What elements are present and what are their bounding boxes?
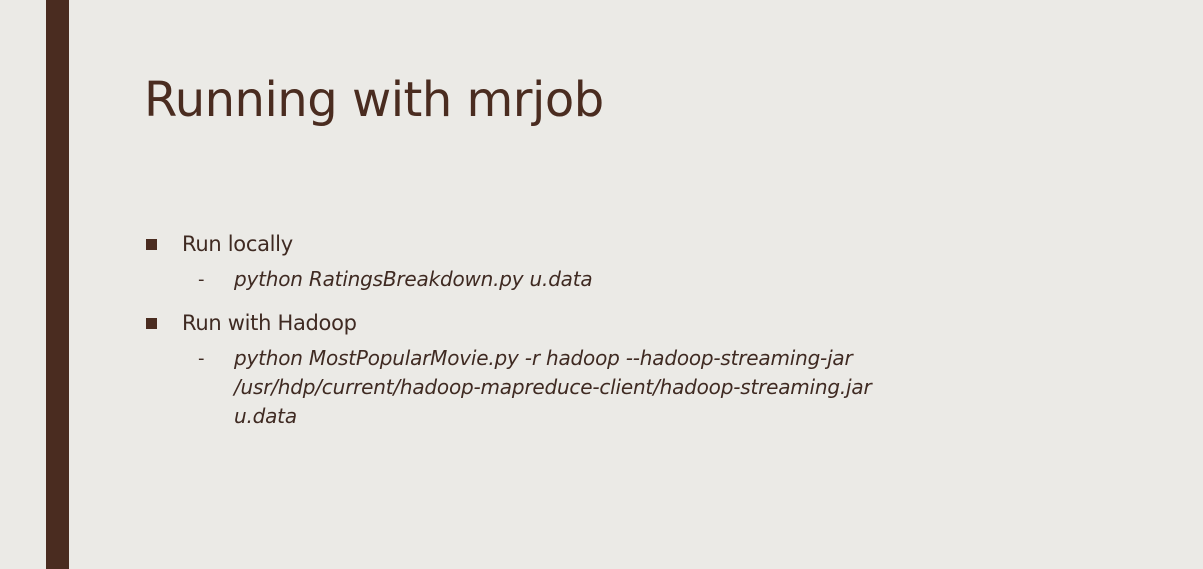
- square-bullet-icon: [146, 318, 157, 329]
- accent-bar: [46, 0, 69, 569]
- command-line: u.data: [234, 404, 297, 428]
- bullet-run-locally: Run locally - python RatingsBreakdown.py…: [144, 229, 1044, 294]
- dash-bullet-icon: -: [198, 269, 205, 290]
- bullet-run-with-hadoop: Run with Hadoop - python MostPopularMovi…: [144, 308, 1044, 431]
- dash-bullet-icon: -: [198, 348, 205, 369]
- command-line: /usr/hdp/current/hadoop-mapreduce-client…: [234, 375, 872, 399]
- command-line: python RatingsBreakdown.py u.data: [234, 267, 593, 291]
- sub-bullet: - python MostPopularMovie.py -r hadoop -…: [182, 344, 1044, 431]
- bullet-label: Run locally: [182, 232, 293, 256]
- sub-bullet: - python RatingsBreakdown.py u.data: [182, 265, 1044, 294]
- bullet-list: Run locally - python RatingsBreakdown.py…: [144, 229, 1044, 445]
- slide-title: Running with mrjob: [144, 72, 604, 128]
- square-bullet-icon: [146, 239, 157, 250]
- bullet-label: Run with Hadoop: [182, 311, 357, 335]
- command-line: python MostPopularMovie.py -r hadoop --h…: [234, 346, 853, 370]
